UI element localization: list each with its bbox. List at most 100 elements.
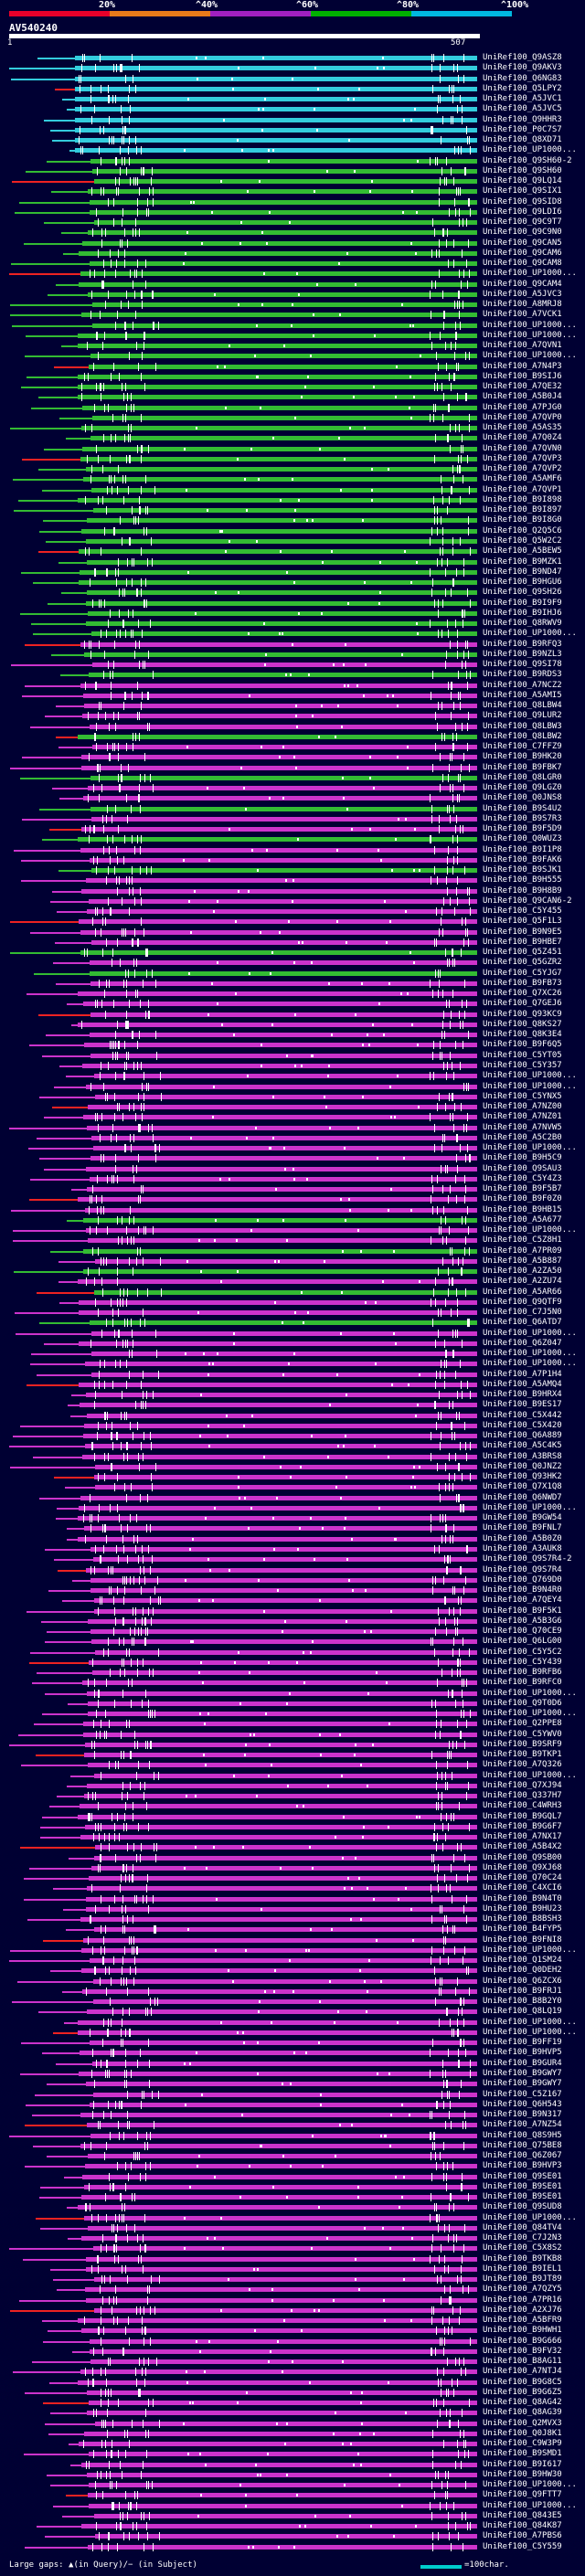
hit-label[interactable]: UniRef100_B9GWY7 xyxy=(483,2069,562,2078)
hit-label[interactable]: UniRef100_B9G666 xyxy=(483,2336,562,2346)
hit-label[interactable]: UniRef100_B9I9F9 xyxy=(483,598,562,608)
hit-label[interactable]: UniRef100_C5X420 xyxy=(483,1420,562,1430)
hit-label[interactable]: UniRef100_C5Y4Z3 xyxy=(483,1173,562,1183)
hit-label[interactable]: UniRef100_Q70C24 xyxy=(483,1873,562,1883)
hit-label[interactable]: UniRef100_B9FB73 xyxy=(483,978,562,988)
hit-label[interactable]: UniRef100_Q337H7 xyxy=(483,1791,562,1801)
hit-label[interactable]: UniRef100_Q9LDI6 xyxy=(483,207,562,217)
hit-label[interactable]: UniRef100_Q9HHR3 xyxy=(483,114,562,124)
hit-label[interactable]: UniRef100_B9SRF9 xyxy=(483,1739,562,1749)
hit-label[interactable]: UniRef100_Q9CAN6-2 xyxy=(483,896,572,906)
hit-label[interactable]: UniRef100_A3BRS8 xyxy=(483,1451,562,1461)
hit-label[interactable]: UniRef100_Q9LQ14 xyxy=(483,176,562,186)
hit-label[interactable]: UniRef100_UP1000... xyxy=(483,1502,577,1512)
hit-label[interactable]: UniRef100_Q9T0D6 xyxy=(483,1698,562,1708)
hit-label[interactable]: UniRef100_B9H8B9 xyxy=(483,885,562,896)
hit-label[interactable]: UniRef100_Q5F1L3 xyxy=(483,917,562,927)
hit-label[interactable]: UniRef100_B9HB15 xyxy=(483,1204,562,1214)
hit-label[interactable]: UniRef100_Q8LBW4 xyxy=(483,701,562,711)
hit-label[interactable]: UniRef100_A5JVC3 xyxy=(483,289,562,299)
hit-label[interactable]: UniRef100_B9I897 xyxy=(483,505,562,515)
hit-label[interactable]: UniRef100_Q2PPE8 xyxy=(483,1719,562,1729)
hit-label[interactable]: UniRef100_UP1000... xyxy=(483,1225,577,1235)
hit-label[interactable]: UniRef100_Q2MVX3 xyxy=(483,2418,562,2428)
hit-label[interactable]: UniRef100_A7PR16 xyxy=(483,2295,562,2305)
hit-label[interactable]: UniRef100_UP1000... xyxy=(483,145,577,155)
hit-label[interactable]: UniRef100_C5Y357 xyxy=(483,1061,562,1070)
hit-label[interactable]: UniRef100_UP1000... xyxy=(483,1770,577,1780)
hit-label[interactable]: UniRef100_Q9SAU3 xyxy=(483,1163,562,1173)
hit-label[interactable]: UniRef100_B9I8G0 xyxy=(483,515,562,525)
hit-label[interactable]: UniRef100_Q6NG83 xyxy=(483,73,562,83)
hit-label[interactable]: UniRef100_Q84TV4 xyxy=(483,2222,562,2232)
hit-label[interactable]: UniRef100_C4WRH3 xyxy=(483,1801,562,1811)
hit-label[interactable]: UniRef100_B9RDS3 xyxy=(483,670,562,680)
hit-label[interactable]: UniRef100_B8AG11 xyxy=(483,2357,562,2367)
hit-label[interactable]: UniRef100_Q9SUD8 xyxy=(483,2202,562,2212)
hit-label[interactable]: UniRef100_A5AMI5 xyxy=(483,690,562,700)
hit-label[interactable]: UniRef100_Q0JNS8 xyxy=(483,793,562,803)
hit-label[interactable]: UniRef100_B9FAK6 xyxy=(483,854,562,864)
hit-label[interactable]: UniRef100_Q6Z047 xyxy=(483,1338,562,1348)
hit-label[interactable]: UniRef100_B9GUR4 xyxy=(483,2058,562,2068)
hit-label[interactable]: UniRef100_B9N4R0 xyxy=(483,1585,562,1595)
hit-label[interactable]: UniRef100_C7FFZ9 xyxy=(483,742,562,752)
hit-label[interactable]: UniRef100_A5BEW5 xyxy=(483,546,562,557)
hit-label[interactable]: UniRef100_B9F5D9 xyxy=(483,824,562,834)
hit-label[interactable]: UniRef100_Q9SH60-2 xyxy=(483,155,572,165)
hit-label[interactable]: UniRef100_B9SE01 xyxy=(483,2192,562,2202)
hit-label[interactable]: UniRef100_Q769D0 xyxy=(483,1574,562,1585)
hit-label[interactable]: UniRef100_A7QVN1 xyxy=(483,341,562,351)
hit-label[interactable]: UniRef100_A5AMF6 xyxy=(483,474,562,484)
hit-label[interactable]: UniRef100_C5Z167 xyxy=(483,2089,562,2099)
hit-label[interactable]: UniRef100_C5Y439 xyxy=(483,1657,562,1667)
hit-label[interactable]: UniRef100_C7J2N3 xyxy=(483,2233,562,2243)
hit-label[interactable]: UniRef100_A7Q0Z4 xyxy=(483,433,562,443)
hit-label[interactable]: UniRef100_B9ND47 xyxy=(483,567,562,577)
hit-label[interactable]: UniRef100_Q5Z451 xyxy=(483,948,562,958)
hit-label[interactable]: UniRef100_UP1000... xyxy=(483,351,577,361)
hit-label[interactable]: UniRef100_A5B4X2 xyxy=(483,1842,562,1852)
hit-label[interactable]: UniRef100_B9N317 xyxy=(483,2110,562,2120)
hit-label[interactable]: UniRef100_B9FNI8 xyxy=(483,1935,562,1945)
hit-label[interactable]: UniRef100_B9F0Z0 xyxy=(483,1194,562,1204)
hit-label[interactable]: UniRef100_C9W3P9 xyxy=(483,2439,562,2449)
hit-label[interactable]: UniRef100_Q9C9T7 xyxy=(483,217,562,228)
hit-label[interactable]: UniRef100_A2ZA50 xyxy=(483,1267,562,1277)
hit-label[interactable]: UniRef100_Q9CAM6 xyxy=(483,248,562,258)
hit-label[interactable]: UniRef100_B9TKB8 xyxy=(483,2253,562,2263)
hit-label[interactable]: UniRef100_A2ZU74 xyxy=(483,1277,562,1287)
hit-label[interactable]: UniRef100_A7NZ00 xyxy=(483,1102,562,1112)
hit-label[interactable]: UniRef100_Q9LGZ0 xyxy=(483,783,562,793)
hit-label[interactable]: UniRef100_A5C4K5 xyxy=(483,1441,562,1451)
hit-label[interactable]: UniRef100_B8B2Y0 xyxy=(483,1997,562,2007)
hit-label[interactable]: UniRef100_B9G6Z5 xyxy=(483,2387,562,2397)
hit-label[interactable]: UniRef100_Q9FTT7 xyxy=(483,2490,562,2500)
hit-label[interactable]: UniRef100_A8MRJ8 xyxy=(483,300,562,310)
hit-label[interactable]: UniRef100_Q843E5 xyxy=(483,2510,562,2520)
hit-label[interactable]: UniRef100_A5AR66 xyxy=(483,1287,562,1297)
hit-label[interactable]: UniRef100_B4FYP5 xyxy=(483,1924,562,1935)
hit-label[interactable]: UniRef100_Q9XJ68 xyxy=(483,1862,562,1872)
hit-label[interactable]: UniRef100_B8BSH3 xyxy=(483,1914,562,1924)
hit-label[interactable]: UniRef100_Q7XJ94 xyxy=(483,1780,562,1790)
hit-label[interactable]: UniRef100_B9TKP1 xyxy=(483,1750,562,1760)
hit-label[interactable]: UniRef100_Q6H543 xyxy=(483,2099,562,2109)
hit-label[interactable]: UniRef100_Q9SID8 xyxy=(483,196,562,207)
hit-label[interactable]: UniRef100_Q9CAM8 xyxy=(483,259,562,269)
hit-label[interactable]: UniRef100_A7PJG0 xyxy=(483,402,562,412)
hit-label[interactable]: UniRef100_A7QVP1 xyxy=(483,484,562,494)
hit-label[interactable]: UniRef100_A7NCZ2 xyxy=(483,680,562,690)
hit-label[interactable]: UniRef100_B9N4T0 xyxy=(483,1893,562,1903)
hit-label[interactable]: UniRef100_A5BFR9 xyxy=(483,2316,562,2326)
hit-label[interactable]: UniRef100_B9GW54 xyxy=(483,1513,562,1523)
hit-label[interactable]: UniRef100_Q8XD71 xyxy=(483,135,562,145)
hit-label[interactable]: UniRef100_Q9SH26 xyxy=(483,588,562,598)
hit-label[interactable]: UniRef100_Q9QTF9 xyxy=(483,1297,562,1307)
hit-label[interactable]: UniRef100_C5YNX5 xyxy=(483,1091,562,1101)
hit-label[interactable]: UniRef100_Q9LUR2 xyxy=(483,711,562,721)
hit-label[interactable]: UniRef100_B9RFC0 xyxy=(483,1678,562,1688)
hit-label[interactable]: UniRef100_P0C7S7 xyxy=(483,124,562,134)
hit-label[interactable]: UniRef100_UP1000... xyxy=(483,269,577,279)
hit-label[interactable]: UniRef100_C5Z8H1 xyxy=(483,1235,562,1246)
